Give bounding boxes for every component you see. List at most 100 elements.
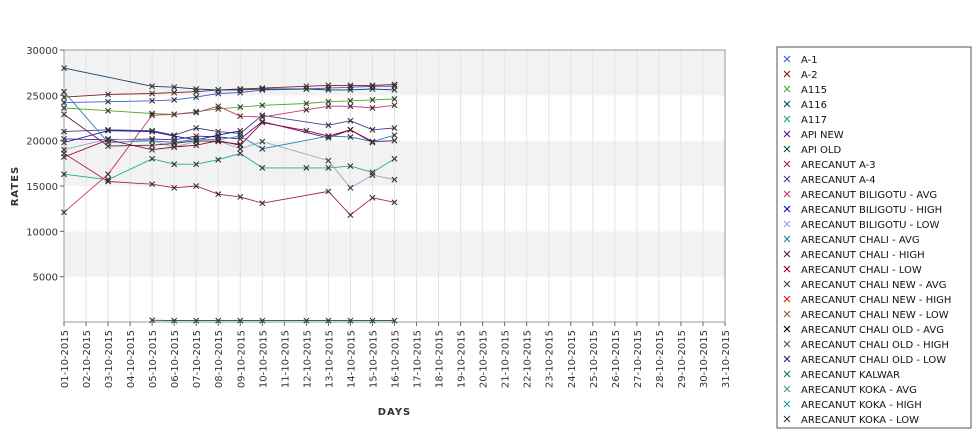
legend-label: ARECANUT CHALI NEW - HIGH bbox=[801, 295, 951, 306]
data-point bbox=[171, 144, 178, 151]
data-point bbox=[215, 138, 222, 145]
data-point bbox=[61, 88, 67, 95]
legend-marker bbox=[783, 145, 791, 153]
legend-label: A117 bbox=[801, 115, 827, 126]
legend-item: ARECANUT CHALI OLD - HIGH bbox=[783, 340, 949, 351]
legend-label: A-1 bbox=[801, 55, 818, 66]
legend-item: A116 bbox=[783, 100, 827, 111]
legend-item: A117 bbox=[783, 115, 827, 126]
data-point bbox=[61, 105, 67, 112]
data-point bbox=[369, 138, 376, 145]
legend-label: ARECANUT A-4 bbox=[801, 175, 876, 186]
data-point bbox=[237, 142, 244, 149]
data-point bbox=[105, 143, 112, 150]
data-point bbox=[259, 119, 266, 126]
x-tick-label: 11-10-2015 bbox=[280, 330, 291, 388]
data-point bbox=[237, 193, 244, 200]
data-point bbox=[369, 126, 376, 133]
data-point bbox=[193, 124, 200, 131]
data-point bbox=[325, 164, 332, 171]
data-point bbox=[215, 103, 222, 110]
legend-marker bbox=[783, 160, 791, 168]
x-tick-label: 17-10-2015 bbox=[413, 330, 424, 388]
data-point bbox=[149, 137, 156, 144]
data-point bbox=[325, 317, 332, 324]
data-point bbox=[259, 102, 266, 109]
x-tick-label: 09-10-2015 bbox=[236, 330, 247, 388]
series-line bbox=[63, 153, 395, 216]
legend-item: ARECANUT A-4 bbox=[783, 175, 876, 186]
series bbox=[61, 65, 398, 93]
x-tick-label: 10-10-2015 bbox=[258, 330, 269, 388]
data-point bbox=[61, 111, 67, 118]
legend-item: ARECANUT BILIGOTU - AVG bbox=[783, 190, 937, 201]
data-point bbox=[325, 82, 332, 89]
data-point bbox=[369, 317, 376, 324]
data-point bbox=[391, 102, 398, 109]
legend-item: ARECANUT BILIGOTU - HIGH bbox=[783, 205, 942, 216]
data-point bbox=[347, 117, 354, 124]
data-point bbox=[303, 317, 310, 324]
data-point bbox=[347, 97, 354, 104]
data-point bbox=[215, 132, 222, 139]
legend-item: API NEW bbox=[783, 130, 844, 141]
data-point bbox=[193, 109, 200, 116]
legend-marker bbox=[783, 280, 791, 288]
data-point bbox=[149, 83, 156, 90]
data-point bbox=[149, 112, 156, 119]
legend-marker bbox=[783, 55, 791, 63]
data-point bbox=[259, 200, 266, 207]
legend-item: A-1 bbox=[783, 55, 818, 66]
data-point bbox=[61, 171, 67, 178]
data-point bbox=[149, 146, 156, 153]
data-point bbox=[391, 317, 398, 324]
data-point bbox=[237, 150, 244, 157]
data-point bbox=[325, 103, 332, 110]
data-point bbox=[259, 114, 266, 121]
data-point bbox=[347, 184, 354, 191]
legend-item: ARECANUT CHALI - HIGH bbox=[783, 250, 925, 261]
data-point bbox=[105, 136, 112, 143]
legend-label: ARECANUT A-3 bbox=[801, 160, 876, 171]
legend-item: ARECANUT BILIGOTU - LOW bbox=[783, 220, 939, 231]
data-point bbox=[215, 317, 222, 324]
data-point bbox=[391, 95, 398, 102]
legend-label: API NEW bbox=[801, 130, 844, 141]
legend-label: A-2 bbox=[801, 70, 818, 81]
legend-marker bbox=[783, 100, 791, 108]
legend-label: ARECANUT CHALI - HIGH bbox=[801, 250, 925, 261]
y-axis-title: RATES bbox=[10, 166, 21, 207]
data-point bbox=[193, 137, 200, 144]
legend-item: ARECANUT KOKA - AVG bbox=[783, 385, 917, 396]
legend-marker bbox=[783, 310, 791, 318]
legend-label: ARECANUT CHALI OLD - HIGH bbox=[801, 340, 949, 351]
data-point bbox=[347, 212, 354, 219]
data-point bbox=[171, 84, 178, 91]
legend-marker bbox=[783, 340, 791, 348]
legend-label: ARECANUT BILIGOTU - AVG bbox=[801, 190, 937, 201]
series bbox=[61, 111, 244, 150]
x-tick-label: 28-10-2015 bbox=[655, 330, 666, 388]
data-point bbox=[105, 171, 112, 178]
data-point bbox=[149, 97, 156, 104]
legend-marker bbox=[783, 220, 791, 228]
x-tick-label: 22-10-2015 bbox=[523, 330, 534, 388]
series bbox=[61, 102, 398, 216]
data-point bbox=[347, 317, 354, 324]
legend-label: ARECANUT CHALI NEW - AVG bbox=[801, 280, 947, 291]
legend: A-1 A-2 A115 A116 A117 API NEW API OLD ARECANUT… bbox=[776, 46, 972, 429]
data-point bbox=[259, 317, 266, 324]
legend-label: API OLD bbox=[801, 145, 841, 156]
x-tick-label: 27-10-2015 bbox=[633, 330, 644, 388]
legend-marker bbox=[783, 130, 791, 138]
data-point bbox=[391, 124, 398, 131]
x-tick-label: 04-10-2015 bbox=[126, 330, 137, 388]
data-point bbox=[105, 178, 112, 185]
legend-marker bbox=[783, 325, 791, 333]
data-point bbox=[237, 86, 244, 93]
x-tick-label: 12-10-2015 bbox=[302, 330, 313, 388]
data-point bbox=[61, 153, 67, 160]
legend-marker bbox=[783, 250, 791, 258]
series-line bbox=[63, 138, 395, 189]
data-point bbox=[347, 163, 354, 170]
